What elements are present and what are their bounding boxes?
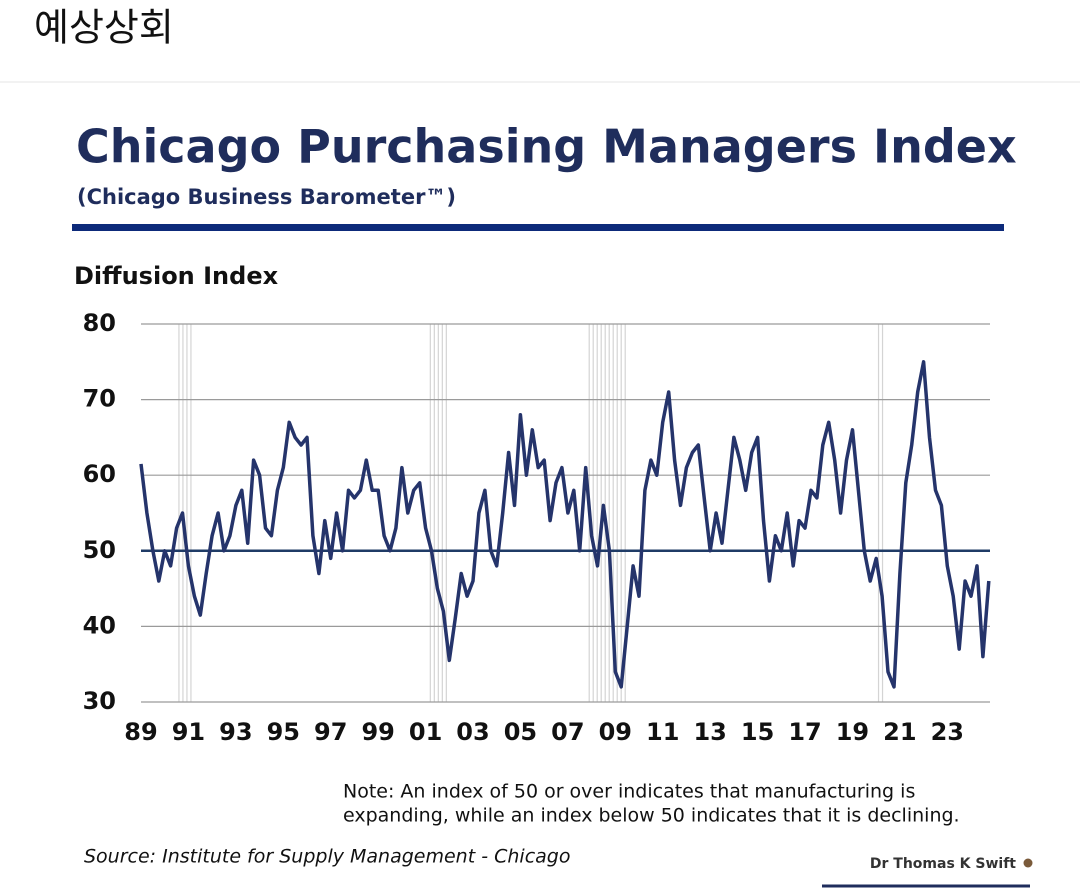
index-line — [139, 360, 991, 689]
x-tick-label: 21 — [883, 718, 916, 746]
x-tick-label: 23 — [931, 718, 964, 746]
x-tick-label: 95 — [267, 718, 300, 746]
note-line: expanding, while an index below 50 indic… — [343, 805, 960, 827]
y-axis-label: Diffusion Index — [74, 262, 279, 290]
credit: Dr Thomas K Swift — [870, 856, 1016, 872]
y-tick-label: 70 — [83, 385, 116, 413]
y-tick-label: 80 — [83, 309, 116, 337]
y-tick-label: 50 — [83, 536, 116, 564]
x-tick-label: 89 — [124, 718, 157, 746]
x-tick-label: 19 — [836, 718, 869, 746]
x-tick-label: 17 — [788, 718, 821, 746]
x-tick-label: 99 — [361, 718, 394, 746]
x-tick-label: 05 — [504, 718, 537, 746]
x-tick-label: 01 — [409, 718, 442, 746]
x-tick-label: 15 — [741, 718, 774, 746]
x-tick-label: 13 — [693, 718, 726, 746]
y-tick-label: 40 — [83, 611, 116, 639]
chart-title: Chicago Purchasing Managers Index — [76, 120, 1017, 174]
x-tick-label: 93 — [219, 718, 252, 746]
recession-band — [877, 324, 884, 702]
x-tick-label: 11 — [646, 718, 679, 746]
x-tick-label: 03 — [456, 718, 489, 746]
chart-subtitle: (Chicago Business Barometer™) — [77, 185, 456, 209]
credit-dot — [1023, 858, 1033, 868]
x-tick-label: 91 — [172, 718, 205, 746]
y-tick-label: 30 — [83, 687, 116, 715]
x-tick-label: 97 — [314, 718, 347, 746]
header-title: 예상상회 — [34, 6, 174, 50]
x-tick-label: 07 — [551, 718, 584, 746]
title-rule — [72, 224, 1004, 231]
source: Source: Institute for Supply Management … — [84, 846, 570, 868]
x-tick-label: 09 — [599, 718, 632, 746]
y-tick-label: 60 — [83, 460, 116, 488]
note-line: Note: An index of 50 or over indicates t… — [343, 781, 915, 803]
